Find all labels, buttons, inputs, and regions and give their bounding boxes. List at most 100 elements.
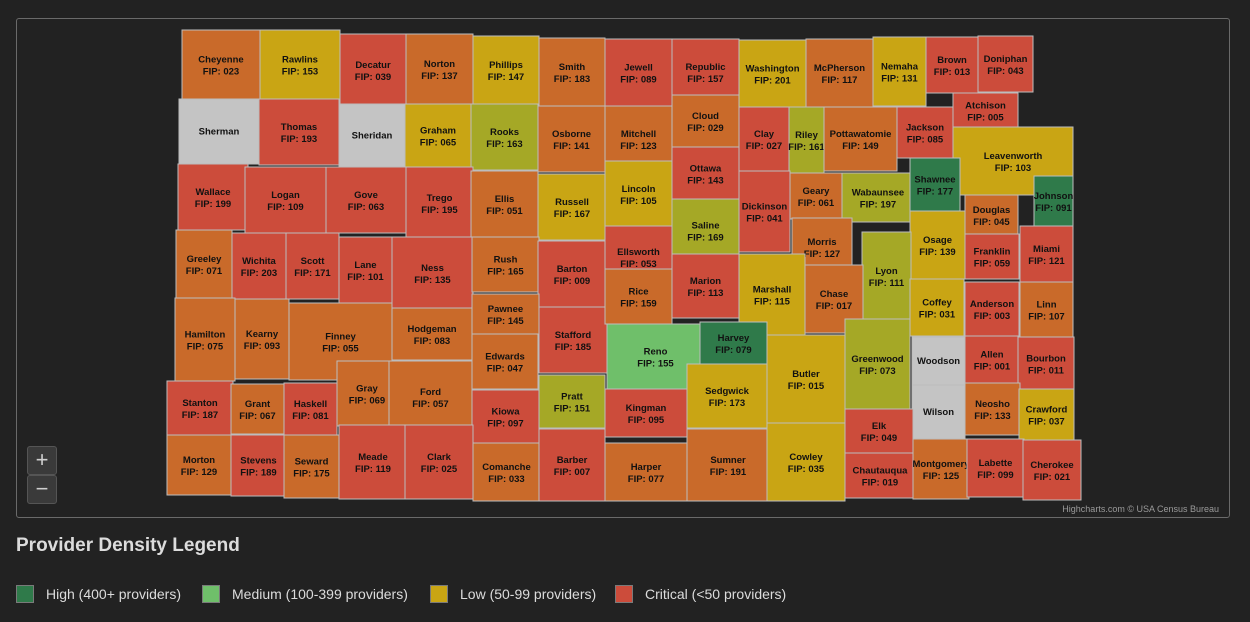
county-shape-johnson[interactable]	[1033, 175, 1074, 227]
county-shape-cheyenne[interactable]	[181, 29, 261, 100]
county-shape-cowley[interactable]	[766, 422, 846, 502]
county-shape-decatur[interactable]	[339, 33, 407, 107]
zoom-out-button[interactable]: −	[27, 475, 57, 504]
county-shape-clay[interactable]	[738, 106, 790, 172]
county-shape-ness[interactable]	[391, 236, 474, 310]
county-shape-barber[interactable]	[538, 428, 606, 502]
county-shape-stanton[interactable]	[166, 380, 234, 436]
county-shape-doniphan[interactable]	[977, 35, 1034, 93]
county-shape-elk[interactable]	[844, 408, 914, 454]
county-shape-pratt[interactable]	[538, 374, 606, 429]
county-shape-lyon[interactable]	[861, 231, 912, 321]
county-shape-rooks[interactable]	[470, 103, 539, 171]
county-shape-smith[interactable]	[538, 37, 606, 107]
county-shape-sherman[interactable]	[178, 98, 260, 165]
county-shape-marion[interactable]	[671, 253, 740, 319]
county-shape-stevens[interactable]	[230, 434, 287, 497]
county-shape-ottawa[interactable]	[671, 146, 740, 201]
county-shape-greenwood[interactable]	[844, 318, 911, 410]
county-shape-meade[interactable]	[338, 424, 408, 500]
county-shape-stafford[interactable]	[538, 306, 608, 374]
county-shape-cherokee[interactable]	[1022, 439, 1082, 501]
county-shape-clark[interactable]	[404, 424, 474, 500]
county-shape-norton[interactable]	[405, 33, 474, 105]
county-woodson[interactable]: Woodson	[911, 336, 966, 386]
county-shape-labette[interactable]	[966, 438, 1025, 498]
county-shape-rice[interactable]	[604, 268, 673, 325]
county-shape-haskell[interactable]	[283, 382, 338, 436]
county-shape-republic[interactable]	[671, 38, 740, 106]
county-shape-kearny[interactable]	[234, 298, 290, 380]
county-shape-sedgwick[interactable]	[686, 363, 768, 429]
county-shape-riley[interactable]	[788, 106, 825, 174]
county-wilson[interactable]: Wilson	[911, 384, 966, 440]
zoom-in-button[interactable]: +	[27, 446, 57, 475]
county-shape-wabaunsee[interactable]	[841, 172, 915, 223]
county-shape-brown[interactable]	[925, 36, 979, 94]
county-shape-sheridan[interactable]	[338, 103, 406, 168]
county-shape-saline[interactable]	[671, 198, 740, 263]
county-shape-chautauqua[interactable]	[844, 452, 916, 499]
county-shape-crawford[interactable]	[1018, 388, 1075, 441]
county-shape-trego[interactable]	[405, 166, 474, 240]
map-credit[interactable]: Highcharts.com © USA Census Bureau	[1062, 504, 1219, 514]
county-shape-hodgeman[interactable]	[391, 307, 473, 361]
county-shape-scott[interactable]	[285, 232, 340, 300]
county-shape-rawlins[interactable]	[259, 29, 341, 100]
county-shape-atchison[interactable]	[952, 92, 1019, 129]
